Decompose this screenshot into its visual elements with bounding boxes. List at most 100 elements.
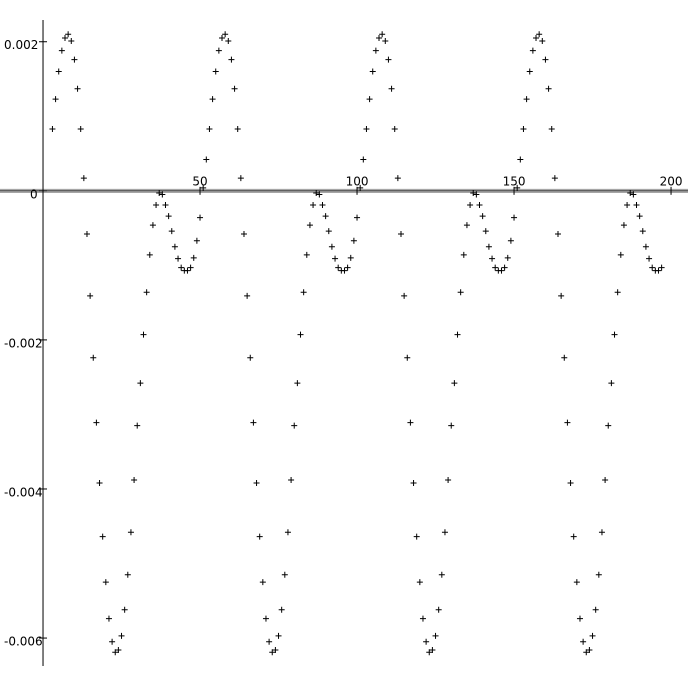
point	[357, 184, 364, 191]
point	[586, 646, 593, 653]
point	[476, 201, 483, 208]
point	[68, 37, 75, 44]
point	[655, 267, 662, 274]
point	[332, 255, 339, 262]
point	[306, 222, 313, 229]
point	[124, 571, 131, 578]
point	[360, 156, 367, 163]
point	[451, 380, 458, 387]
point	[445, 477, 452, 484]
point	[636, 213, 643, 220]
point	[231, 85, 238, 92]
point	[149, 222, 156, 229]
point	[397, 231, 404, 238]
point	[649, 264, 656, 271]
point	[366, 96, 373, 103]
point	[617, 251, 624, 258]
point	[548, 125, 555, 132]
point	[614, 289, 621, 296]
point	[470, 190, 477, 197]
point	[118, 632, 125, 639]
point	[178, 264, 185, 271]
point	[80, 175, 87, 182]
point	[441, 529, 448, 536]
point	[570, 533, 577, 540]
point	[83, 231, 90, 238]
point	[71, 56, 78, 63]
point	[341, 267, 348, 274]
point	[492, 264, 499, 271]
point	[247, 354, 254, 361]
point	[184, 267, 191, 274]
point	[328, 243, 335, 250]
point	[313, 190, 320, 197]
point	[153, 201, 160, 208]
point	[633, 201, 640, 208]
point	[558, 292, 565, 299]
point	[228, 56, 235, 63]
point	[187, 264, 194, 271]
point	[533, 35, 540, 42]
point	[65, 31, 72, 38]
point	[605, 422, 612, 429]
point	[259, 579, 266, 586]
point	[344, 264, 351, 271]
point	[639, 228, 646, 235]
point	[127, 529, 134, 536]
point	[74, 85, 81, 92]
point	[646, 255, 653, 262]
point	[105, 615, 112, 622]
point	[250, 419, 257, 426]
point	[416, 579, 423, 586]
point	[523, 96, 530, 103]
point	[642, 243, 649, 250]
point	[256, 533, 263, 540]
point	[291, 422, 298, 429]
point	[322, 213, 329, 220]
point	[175, 255, 182, 262]
point	[407, 419, 414, 426]
point	[269, 649, 276, 656]
point	[611, 331, 618, 338]
point	[454, 331, 461, 338]
point	[237, 175, 244, 182]
point	[576, 615, 583, 622]
point	[319, 201, 326, 208]
point	[222, 31, 229, 38]
point	[262, 615, 269, 622]
point	[206, 125, 213, 132]
point	[489, 255, 496, 262]
point	[394, 175, 401, 182]
point	[438, 571, 445, 578]
point	[62, 35, 69, 42]
point	[526, 68, 533, 75]
point	[391, 125, 398, 132]
point	[595, 571, 602, 578]
point	[448, 422, 455, 429]
point	[193, 237, 200, 244]
point	[372, 47, 379, 54]
point	[539, 37, 546, 44]
point	[350, 237, 357, 244]
point	[288, 477, 295, 484]
point	[498, 267, 505, 274]
point	[529, 47, 536, 54]
point	[592, 606, 599, 613]
point	[419, 615, 426, 622]
point	[354, 214, 361, 221]
point	[551, 175, 558, 182]
point	[598, 529, 605, 536]
point	[212, 68, 219, 75]
point	[536, 31, 543, 38]
point	[589, 632, 596, 639]
point	[244, 292, 251, 299]
point	[52, 96, 59, 103]
point	[482, 228, 489, 235]
point	[573, 579, 580, 586]
point	[404, 354, 411, 361]
point	[423, 638, 430, 645]
point	[624, 201, 631, 208]
point	[162, 201, 169, 208]
point	[310, 201, 317, 208]
